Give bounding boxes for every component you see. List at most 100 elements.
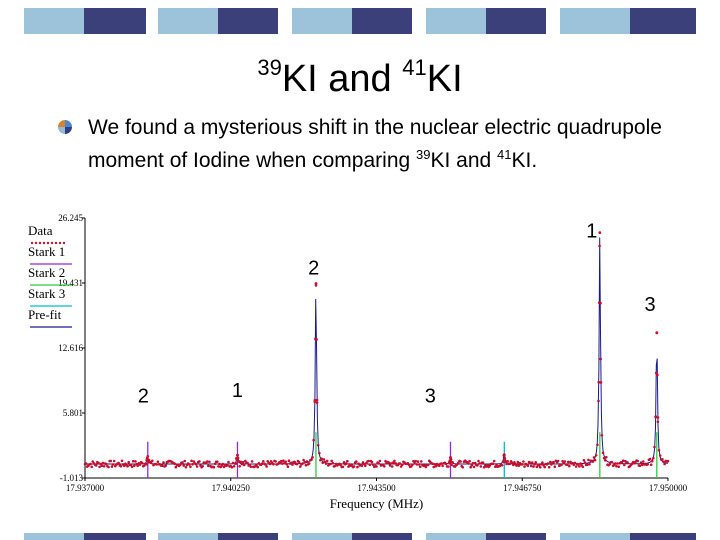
- y-tick-label: -1.013: [60, 473, 84, 483]
- data-point: [304, 463, 308, 467]
- data-point: [626, 461, 629, 464]
- data-point: [568, 464, 571, 468]
- data-point: [615, 464, 618, 468]
- data-point: [344, 462, 348, 465]
- data-point: [639, 461, 643, 464]
- data-point: [384, 459, 387, 463]
- data-point: [491, 462, 495, 466]
- data-point: [98, 465, 101, 469]
- data-point: [649, 463, 653, 467]
- data-point: [417, 463, 421, 466]
- data-point: [248, 463, 252, 467]
- data-point: [314, 284, 318, 287]
- data-point: [513, 461, 516, 464]
- x-tick-label: 17.943500: [357, 483, 396, 493]
- data-point: [526, 464, 530, 468]
- data-point: [388, 464, 392, 467]
- data-point: [145, 463, 148, 466]
- data-point: [597, 399, 600, 403]
- data-point: [301, 462, 304, 465]
- peak-annotation: 3: [644, 294, 655, 316]
- data-point: [217, 465, 220, 468]
- legend-marker: [58, 241, 62, 245]
- data-point: [538, 466, 542, 469]
- data-point: [181, 461, 184, 464]
- bullet-text-part-3: KI.: [511, 149, 538, 172]
- data-point: [101, 461, 105, 465]
- data-point: [133, 464, 136, 468]
- data-point: [616, 462, 619, 465]
- data-point: [541, 461, 544, 464]
- data-point: [656, 420, 660, 424]
- data-point: [535, 465, 539, 469]
- data-point: [84, 462, 88, 465]
- peak-annotation: 1: [232, 380, 243, 402]
- peak-annotation: 3: [425, 386, 436, 408]
- data-point: [315, 401, 319, 404]
- data-point: [398, 462, 402, 465]
- data-point: [97, 461, 100, 465]
- top-bar-segment: [546, 8, 560, 34]
- data-point: [285, 463, 289, 466]
- bullet-text-part-1: We found a mysterious shift in the nucle…: [88, 116, 662, 172]
- data-point: [655, 331, 659, 334]
- data-point: [434, 465, 438, 468]
- legend-marker: [62, 241, 66, 245]
- x-tick-label: 17.937000: [66, 483, 105, 493]
- data-point: [195, 465, 199, 468]
- data-point: [375, 465, 378, 468]
- data-point: [350, 463, 354, 467]
- y-tick-label: 26.245: [58, 213, 83, 223]
- data-point: [342, 461, 346, 464]
- data-point: [447, 465, 450, 468]
- data-point: [303, 460, 307, 464]
- data-point: [588, 463, 591, 466]
- data-point: [533, 463, 536, 466]
- top-bar-segment: [486, 8, 546, 34]
- data-point: [194, 462, 198, 466]
- data-point: [221, 462, 225, 466]
- data-point: [646, 462, 650, 466]
- data-point: [102, 465, 106, 468]
- y-tick-label: 19.431: [58, 278, 83, 288]
- data-point: [652, 456, 655, 460]
- data-point: [387, 461, 391, 464]
- x-tick-label: 17.940250: [212, 483, 251, 493]
- data-point: [478, 462, 481, 465]
- peak-annotation: 2: [138, 386, 149, 408]
- data-point: [383, 465, 386, 468]
- data-point: [582, 458, 586, 462]
- legend-marker: [54, 241, 58, 245]
- data-point: [134, 460, 137, 463]
- data-point: [441, 464, 444, 468]
- data-point: [642, 460, 645, 463]
- data-point: [546, 462, 550, 465]
- data-point: [174, 465, 178, 469]
- data-point: [130, 465, 134, 469]
- data-point: [517, 464, 521, 467]
- top-bar-segment: [412, 8, 426, 34]
- data-point: [661, 458, 664, 461]
- data-point: [433, 463, 437, 466]
- data-point: [377, 462, 381, 465]
- top-bar-segment: [426, 8, 486, 34]
- peak-annotation: 2: [308, 258, 319, 280]
- bottom-bar-segment: [24, 533, 84, 540]
- top-bar-segment: [24, 8, 84, 34]
- data-point: [658, 454, 662, 457]
- data-point: [654, 415, 658, 419]
- data-point: [242, 463, 246, 467]
- data-point: [318, 451, 321, 455]
- legend-label: Data: [28, 223, 53, 238]
- data-point: [471, 461, 475, 465]
- data-point: [268, 462, 272, 466]
- slide-title: 39KI and 41KI: [0, 45, 720, 102]
- data-point: [192, 460, 196, 463]
- data-point: [313, 398, 317, 402]
- bottom-bar-segment: [412, 533, 426, 540]
- data-point: [127, 460, 130, 464]
- y-tick-label: 5.801: [63, 408, 83, 418]
- bottom-bar-segment: [546, 533, 560, 540]
- data-point: [227, 460, 230, 464]
